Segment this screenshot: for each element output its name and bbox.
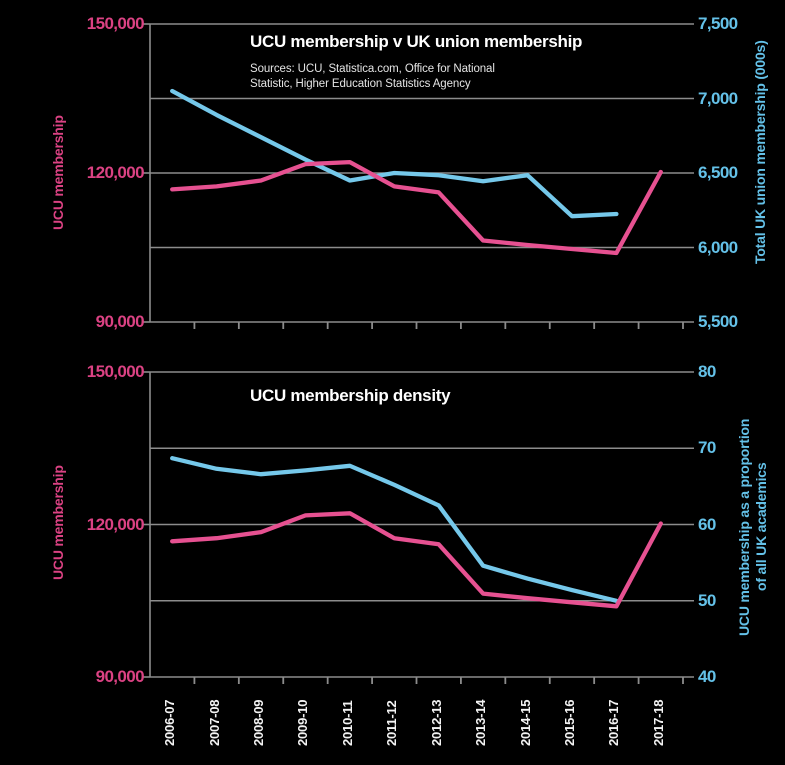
- x-axis-tick-label: 2016-17: [606, 699, 622, 747]
- x-axis-tick-label: 2011-12: [384, 700, 400, 746]
- chart1-title: UCU membership v UK union membership: [250, 32, 583, 51]
- left-axis-tick-label: 150,000: [86, 362, 145, 381]
- left-axis-tick-label: 120,000: [86, 163, 145, 182]
- right-axis-tick-label: 60: [698, 514, 716, 534]
- right-axis-tick-label: 70: [698, 438, 716, 458]
- x-axis-tick-label: 2015-16: [561, 699, 577, 747]
- right-axis-tick-label: 50: [698, 590, 716, 610]
- x-axis-tick-label: 2009-10: [295, 699, 311, 747]
- left-axis-tick-label: 120,000: [86, 514, 145, 534]
- sources-line-1: Sources: UCU, Statistica.com, Office for…: [250, 63, 495, 75]
- right-axis-tick-label: 5,500: [698, 312, 738, 331]
- x-axis-tick-label: 2006-07: [162, 699, 178, 747]
- right-axis-tick-label: 7,000: [698, 88, 738, 108]
- x-axis-tick-label: 2010-11: [339, 700, 355, 746]
- right-axis-tick-label: 40: [698, 667, 716, 686]
- x-axis-tick-label: 2013-14: [473, 699, 489, 747]
- x-axis-tick-label: 2012-13: [428, 699, 444, 747]
- chart1-sources: Sources: UCU, Statistica.com, Office for…: [250, 62, 495, 91]
- x-axis-tick-label: 2014-15: [517, 699, 533, 747]
- right-axis-tick-label: 6,000: [698, 237, 738, 257]
- chart2-title: UCU membership density: [250, 386, 451, 405]
- x-axis-tick-label: 2017-18: [650, 699, 666, 747]
- right-axis-tick-label: 80: [698, 362, 716, 381]
- series-line-pink: [170, 511, 663, 609]
- x-axis-tick-label: 2008-09: [251, 699, 267, 747]
- right-axis-tick-label: 7,500: [698, 14, 738, 33]
- left-axis-tick-label: 90,000: [95, 312, 145, 331]
- left-axis-tick-label: 150,000: [86, 14, 145, 33]
- x-axis-tick-label: 2007-08: [206, 699, 222, 747]
- series-line-blue: [170, 88, 619, 219]
- right-axis-tick-label: 6,500: [698, 163, 738, 182]
- series-line-pink: [170, 159, 663, 256]
- left-axis-tick-label: 90,000: [95, 667, 145, 686]
- series-line-blue: [170, 456, 619, 603]
- sources-line-2: Statistic, Higher Education Statistics A…: [250, 77, 471, 90]
